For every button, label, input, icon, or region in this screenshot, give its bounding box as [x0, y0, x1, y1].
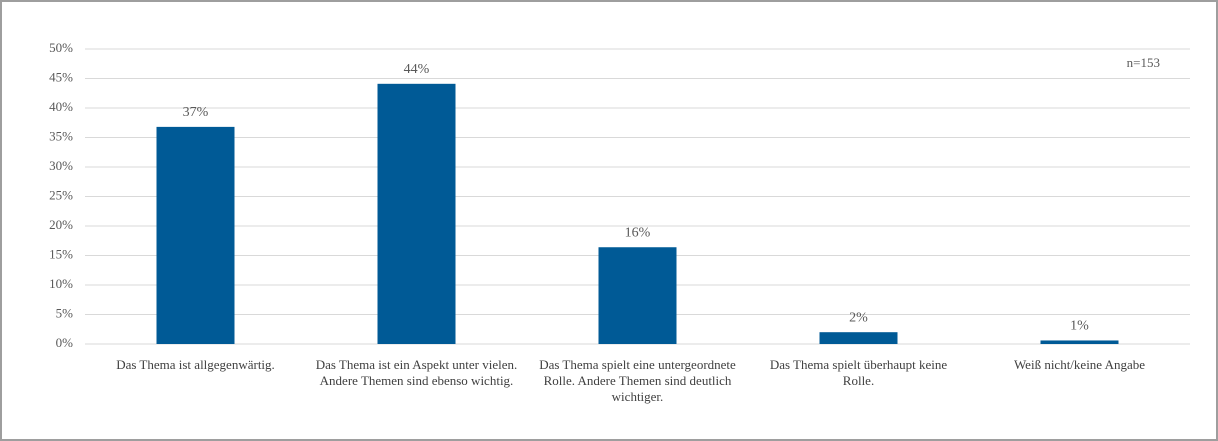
x-tick-label: Weiß nicht/keine Angabe [1013, 357, 1146, 372]
bar [598, 247, 677, 344]
x-tick-label: Das Thema spielt eine untergeordnete Rol… [539, 357, 736, 404]
y-tick-label: 10% [49, 276, 73, 291]
y-tick-label: 0% [56, 335, 74, 350]
data-label: 37% [183, 105, 209, 120]
y-tick-label: 45% [49, 69, 73, 84]
y-tick-label: 15% [49, 246, 73, 261]
data-label: 16% [625, 225, 651, 240]
y-tick-label: 30% [49, 158, 73, 173]
bar [1040, 340, 1119, 344]
bar [156, 126, 235, 344]
y-tick-label: 35% [49, 128, 73, 143]
data-label: 1% [1070, 319, 1089, 334]
data-label: 2% [849, 310, 868, 325]
x-tick-label: Das Thema ist allgegenwärtig. [116, 357, 275, 372]
x-tick-label: Das Thema spielt überhaupt keine Rolle. [769, 357, 948, 388]
y-tick-label: 5% [56, 305, 74, 320]
data-label: 44% [404, 62, 430, 77]
y-tick-label: 25% [49, 187, 73, 202]
y-tick-label: 50% [49, 40, 73, 55]
annotation: n=153 [1127, 55, 1160, 70]
bar [819, 332, 898, 344]
x-tick-label: Das Thema ist ein Aspekt unter vielen. A… [315, 357, 518, 388]
bar [377, 83, 456, 344]
y-tick-label: 20% [49, 217, 73, 232]
y-tick-label: 40% [49, 99, 73, 114]
